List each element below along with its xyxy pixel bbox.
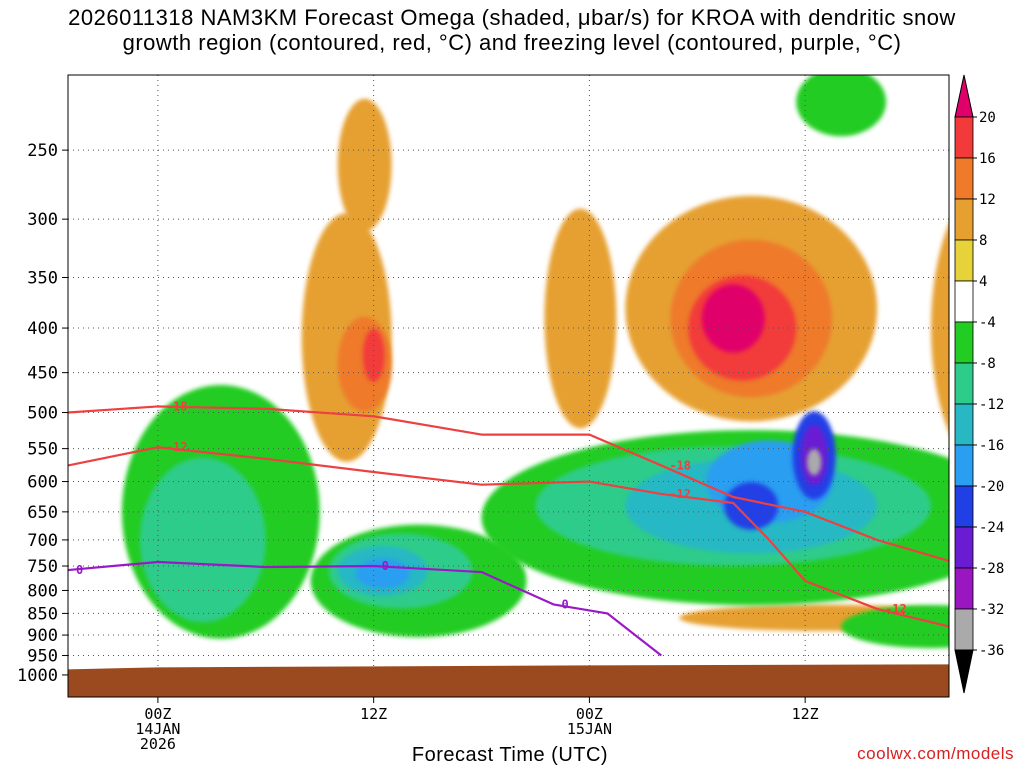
ground-layer xyxy=(68,664,949,697)
colorbar-swatch-6 xyxy=(954,362,974,405)
omega-region-1 xyxy=(544,208,617,429)
colorbar-swatch-3 xyxy=(954,239,974,282)
x-tick-label-0-0: 00Z xyxy=(144,705,171,723)
y-tick-label-550: 550 xyxy=(27,440,58,460)
y-tick-label-450: 450 xyxy=(27,364,58,384)
omega-region-2 xyxy=(337,98,392,232)
colorbar-label-9: -20 xyxy=(979,479,1004,495)
contour-label--12-2: -12 xyxy=(885,602,907,616)
y-tick-label-950: 950 xyxy=(27,647,58,667)
axes: 2503003504004505005506006507007508008509… xyxy=(17,74,950,753)
omega-region-9 xyxy=(931,223,949,433)
colorbar-swatch-2 xyxy=(954,198,974,241)
colorbar-label-2: 12 xyxy=(979,192,996,208)
y-tick-label-700: 700 xyxy=(27,531,58,551)
plot-frame xyxy=(67,74,950,698)
y-tick-label-850: 850 xyxy=(27,604,58,624)
contour-line--12 xyxy=(68,446,949,628)
contour-label--18-0: -18 xyxy=(166,399,188,413)
colorbar-swatch-10 xyxy=(954,526,974,569)
colorbar-swatch-5 xyxy=(954,321,974,364)
x-tick-label-12-0: 12Z xyxy=(360,705,387,723)
omega-region-19 xyxy=(796,75,887,137)
colorbar-swatch-11 xyxy=(954,567,974,610)
colorbar-label-8: -16 xyxy=(979,438,1004,454)
y-tick-label-750: 750 xyxy=(27,557,58,577)
colorbar-top-arrow xyxy=(954,74,974,118)
contour-line-0 xyxy=(68,560,663,657)
y-tick-label-400: 400 xyxy=(27,319,58,339)
x-tick-label-24-1: 15JAN xyxy=(567,720,612,738)
omega-region-30 xyxy=(806,448,822,476)
colorbar-label-0: 20 xyxy=(979,110,996,126)
colorbar-label-3: 8 xyxy=(979,233,987,249)
chart-title-line-1: 2026011318 NAM3KM Forecast Omega (shaded… xyxy=(68,5,956,30)
contour-label--18-1: -18 xyxy=(669,458,691,472)
omega-region-12 xyxy=(1003,326,1024,419)
contour-label-0-2: 0 xyxy=(561,597,568,611)
credit-link[interactable]: coolwx.com/models xyxy=(857,744,1014,763)
colorbar-label-6: -8 xyxy=(979,356,996,372)
gridlines xyxy=(68,75,949,697)
omega-region-8 xyxy=(701,284,765,353)
colorbar-swatch-4 xyxy=(954,280,974,323)
omega-region-20 xyxy=(139,457,266,623)
x-tick-label-0-1: 14JAN xyxy=(135,720,180,738)
omega-shading xyxy=(121,75,1024,649)
colorbar-swatch-1 xyxy=(954,157,974,200)
colorbar-label-12: -32 xyxy=(979,602,1004,618)
colorbar: 20 16 12 8 4 -4 -8 -12 -16 -20 -24 -28 -32 -36 xyxy=(954,74,1004,694)
colorbar-swatch-12 xyxy=(954,608,974,651)
contour-label--12-1: -12 xyxy=(669,487,691,501)
chart-title-line-2: growth region (contoured, red, °C) and f… xyxy=(122,30,902,55)
x-axis-title: Forecast Time (UTC) xyxy=(411,744,609,766)
y-tick-label-600: 600 xyxy=(27,473,58,493)
colorbar-swatch-9 xyxy=(954,485,974,528)
contour-label--12-0: -12 xyxy=(166,440,188,454)
contour-line--18 xyxy=(68,405,949,563)
omega-region-13 xyxy=(1017,356,1024,405)
colorbar-label-5: -4 xyxy=(979,315,996,331)
y-tick-label-500: 500 xyxy=(27,404,58,424)
colorbar-label-10: -24 xyxy=(979,520,1004,536)
y-tick-label-350: 350 xyxy=(27,269,58,289)
colorbar-swatch-0 xyxy=(954,116,974,159)
y-tick-label-900: 900 xyxy=(27,626,58,646)
omega-region-18 xyxy=(841,605,949,649)
colorbar-swatch-7 xyxy=(954,403,974,446)
colorbar-bottom-arrow xyxy=(954,649,974,694)
colorbar-swatch-8 xyxy=(954,444,974,487)
colorbar-label-11: -28 xyxy=(979,561,1004,577)
omega-region-27 xyxy=(724,482,779,530)
contour-label-0-1: 0 xyxy=(382,559,389,573)
ground-surface xyxy=(68,664,949,697)
colorbar-label-4: 4 xyxy=(979,274,987,290)
y-tick-label-1000: 1000 xyxy=(17,666,58,686)
colorbar-label-13: -36 xyxy=(979,643,1004,659)
colorbar-label-1: 16 xyxy=(979,151,996,167)
x-tick-label-0-2: 2026 xyxy=(140,735,176,753)
contour-label-0-0: 0 xyxy=(76,563,83,577)
x-tick-label-36-0: 12Z xyxy=(792,705,819,723)
y-tick-label-300: 300 xyxy=(27,210,58,230)
y-tick-label-800: 800 xyxy=(27,581,58,601)
x-tick-label-24-0: 00Z xyxy=(576,705,603,723)
y-tick-label-650: 650 xyxy=(27,503,58,523)
y-tick-label-250: 250 xyxy=(27,141,58,161)
colorbar-label-7: -12 xyxy=(979,397,1004,413)
